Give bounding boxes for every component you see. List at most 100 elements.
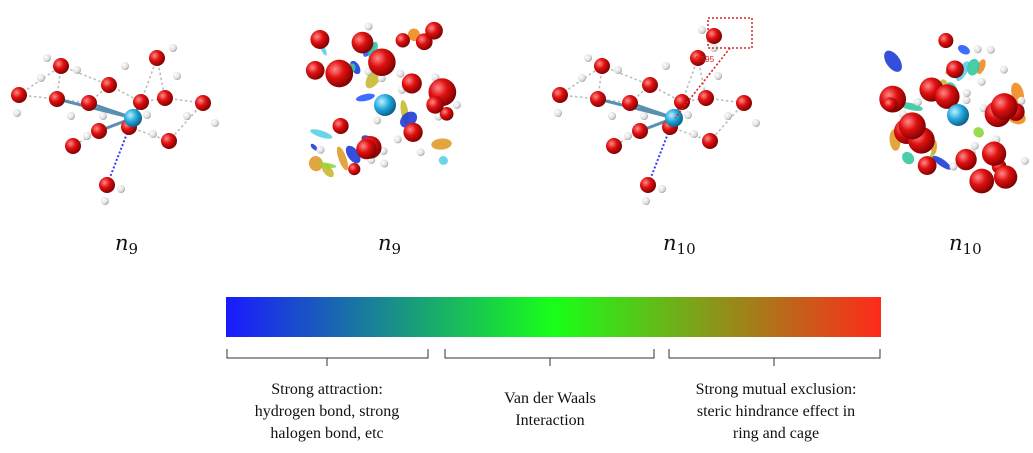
n10-surface-oxygen-atom	[883, 97, 898, 112]
n9-surface-interaction-isosurface	[310, 129, 333, 139]
n10-surface-oxygen-atom	[934, 84, 960, 109]
n9-hydrogen-atom	[37, 74, 45, 82]
n10-surface-hydrogen-atom	[970, 141, 979, 150]
n9-surface-hydrogen-atom	[316, 145, 325, 154]
n10-hydrogen-atom	[614, 66, 622, 74]
legend-exclusion-line-3: ring and cage	[733, 425, 819, 442]
n9-surface-oxygen-atom	[325, 59, 354, 88]
distance-value: 4.595	[694, 55, 715, 64]
n9-surface-hydrogen-atom	[396, 69, 405, 78]
n9-surface-hydrogen-atom	[373, 116, 382, 125]
n10-surface-oxygen-atom	[946, 60, 964, 79]
n9-hydrogen-atom	[173, 72, 181, 80]
n10-surface-interaction-isosurface	[957, 45, 970, 55]
n10-hydrogen-atom	[724, 112, 732, 120]
n9-oxygen-atom	[49, 91, 65, 107]
n9-hydrogen-atom	[211, 119, 219, 127]
n10-oxygen-atom	[622, 95, 638, 111]
n9-surface-interaction-isosurface	[438, 156, 448, 165]
n10-hydrogen-atom	[584, 54, 592, 62]
n10-surface-hydrogen-atom	[1020, 156, 1029, 165]
legend-attraction-line-2: hydrogen bond, strong	[255, 403, 399, 420]
bracket-attraction	[226, 349, 429, 366]
structure-n10-interaction-surface	[879, 33, 1029, 194]
n9-surface-oxygen-atom	[368, 48, 396, 77]
n9-hydrogen-atom	[67, 112, 75, 120]
n9-hydrogen-atom	[73, 66, 81, 74]
n9-surface-oxygen-atom	[425, 21, 443, 40]
n9-surface-hydrogen-atom	[377, 74, 386, 83]
n10-surface-interaction-isosurface	[967, 58, 980, 76]
n10-oxygen-atom	[590, 91, 606, 107]
n10-surface-hydrogen-atom	[973, 45, 982, 54]
n10-oxygen-atom	[594, 58, 610, 74]
n9-oxygen-atom	[81, 95, 97, 111]
n9-oxygen-atom	[101, 77, 117, 93]
n9-surface-oxygen-atom	[348, 163, 361, 176]
n9-center-atom	[124, 109, 142, 127]
n9-hydrogen-atom	[13, 109, 21, 117]
n9-oxygen-atom	[99, 177, 115, 193]
n9-oxygen-atom	[65, 138, 81, 154]
n9-surface-interaction-isosurface	[321, 164, 334, 178]
n10-surface-oxygen-atom	[938, 33, 954, 49]
n10-surface-hydrogen-atom	[962, 96, 971, 105]
n9-hydrogen-atom	[99, 112, 107, 120]
n9-surface-hydrogen-atom	[393, 135, 402, 144]
legend-attraction: Strong attraction: hydrogen bond, strong…	[255, 381, 399, 442]
n9-hydrogen-atom	[101, 197, 109, 205]
structure-n10-ball-stick	[552, 26, 760, 205]
n10-hydrogen-atom	[752, 119, 760, 127]
n10-surface-interaction-isosurface	[899, 102, 923, 111]
legend-attraction-line-1: Strong attraction:	[271, 381, 383, 398]
n9-surface-interaction-isosurface	[345, 145, 361, 164]
n10-hbond	[601, 65, 651, 86]
n10-hydrogen-atom	[690, 130, 698, 138]
n10-surface-hydrogen-atom	[999, 65, 1008, 74]
n10-oxygen-atom	[698, 90, 714, 106]
distance-annotation: 4.595	[674, 17, 753, 119]
n9-surface-interaction-isosurface	[310, 143, 318, 151]
n9-oxygen-atom	[11, 87, 27, 103]
n9-oxygen-atom	[53, 58, 69, 74]
n10-surface-oxygen-atom	[981, 141, 1007, 166]
colorbar	[226, 297, 881, 337]
n10-hydrogen-atom	[698, 26, 706, 34]
n10-hydrogen-atom	[662, 62, 670, 70]
n9-hydrogen-atom	[169, 44, 177, 52]
n9-hydrogen-atom	[143, 111, 151, 119]
n10-oxygen-atom	[736, 95, 752, 111]
label-structure-4: n10	[949, 231, 982, 258]
n10-hydrogen-atom	[608, 112, 616, 120]
n9-hbond	[168, 102, 204, 142]
n9-surface-hydrogen-atom	[380, 159, 389, 168]
n9-oxygen-atom	[91, 123, 107, 139]
n9-hydrogen-atom	[183, 112, 191, 120]
n10-surface-oxygen-atom	[955, 148, 977, 171]
n10-hydrogen-atom	[642, 197, 650, 205]
n9-surface-interaction-isosurface	[318, 162, 337, 168]
n9-surface-oxygen-atom	[351, 31, 374, 54]
n9-surface-hydrogen-atom	[416, 148, 425, 157]
legend-exclusion-line-1: Strong mutual exclusion:	[696, 381, 857, 398]
n10-hydrogen-atom	[640, 112, 648, 120]
legend-vdw-line-1: Van der Waals	[504, 390, 596, 407]
n10-surface-oxygen-atom	[969, 168, 995, 194]
n10-surface-interaction-isosurface	[932, 155, 952, 170]
n9-hydrogen-atom	[117, 185, 125, 193]
legend-exclusion: Strong mutual exclusion: steric hindranc…	[696, 381, 857, 442]
n10-oxygen-atom	[642, 77, 658, 93]
legend-exclusion-line-2: steric hindrance effect in	[697, 403, 855, 420]
n10-surface-hydrogen-atom	[962, 88, 971, 97]
label-structure-1: n9	[115, 231, 138, 258]
n10-center-atom	[665, 109, 683, 127]
n10-surface-oxygen-atom	[993, 165, 1018, 189]
n10-surface-interaction-isosurface	[884, 50, 902, 72]
n10-oxygen-atom	[690, 50, 706, 66]
structure-n9-ball-stick	[11, 44, 219, 205]
n9-surface-oxygen-atom	[305, 61, 325, 80]
n9-surface-oxygen-atom	[332, 117, 349, 135]
n9-surface-center-atom	[374, 94, 396, 116]
n10-hydrogen-atom	[624, 132, 632, 140]
